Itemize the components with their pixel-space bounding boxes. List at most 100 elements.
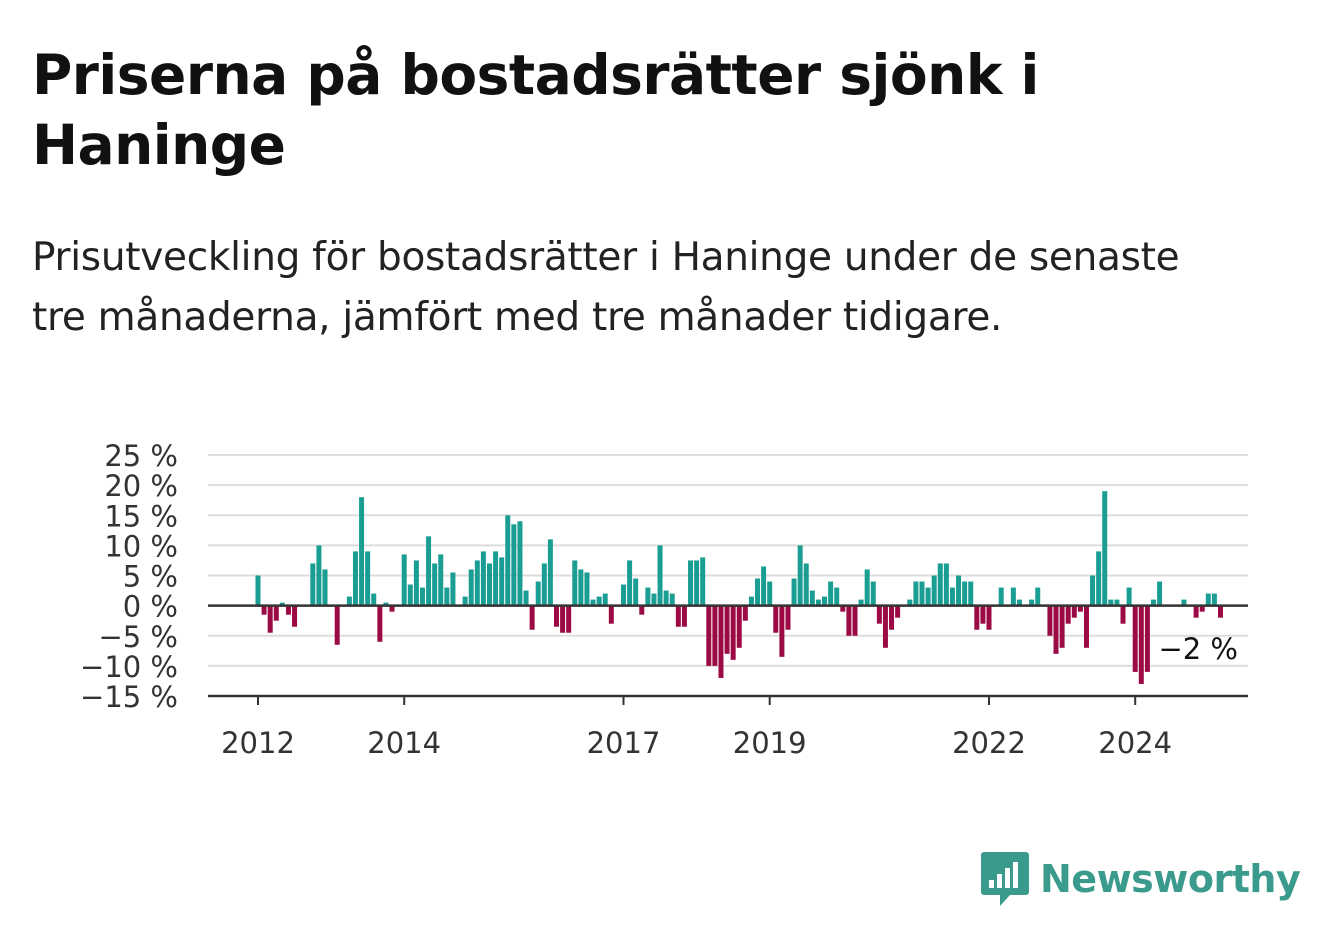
bar	[876, 605, 882, 624]
y-tick-label: 0 %	[123, 590, 178, 624]
bar	[809, 590, 815, 606]
bar	[310, 563, 316, 606]
bar	[1132, 605, 1138, 672]
bar	[547, 539, 553, 606]
bar	[1217, 605, 1223, 618]
bar	[608, 605, 614, 624]
bar	[352, 551, 358, 606]
bar	[956, 575, 962, 606]
bar	[907, 599, 913, 606]
bar	[462, 596, 468, 606]
bar	[590, 599, 596, 606]
bar	[669, 593, 675, 606]
bar	[998, 587, 1004, 606]
bar	[261, 605, 267, 615]
bar	[474, 560, 480, 606]
y-tick-label: 5 %	[123, 560, 178, 594]
y-axis-labels: 25 %20 %15 %10 %5 %0 %−5 %−10 %−15 %	[80, 439, 178, 714]
bar	[578, 569, 584, 606]
bar	[700, 557, 706, 606]
bar	[371, 593, 377, 606]
bar	[584, 572, 590, 606]
bars	[255, 491, 1223, 684]
bar	[627, 560, 633, 606]
bar	[480, 551, 486, 606]
x-tick-label: 2019	[733, 726, 807, 760]
bar	[931, 575, 937, 606]
bar	[1077, 605, 1083, 612]
bar	[974, 605, 980, 630]
bar	[724, 605, 730, 654]
bar	[267, 605, 273, 633]
brand-name: Newsworthy	[1040, 857, 1301, 901]
bar	[285, 605, 291, 615]
bar	[925, 587, 931, 606]
bar	[566, 605, 572, 633]
bar	[1035, 587, 1041, 606]
bar	[1083, 605, 1089, 648]
y-tick-label: 20 %	[104, 469, 178, 503]
chart-title: Priserna på bostadsrätter sjönk i Haning…	[32, 43, 1039, 177]
bar	[529, 605, 535, 630]
bar-chart-icon	[981, 852, 1029, 906]
bar	[621, 584, 626, 606]
x-tick-label: 2022	[952, 726, 1026, 760]
bar	[943, 563, 949, 606]
bar	[1181, 599, 1187, 606]
bar	[493, 551, 499, 606]
bar	[292, 605, 298, 627]
bar	[535, 581, 541, 606]
bar	[1138, 605, 1144, 684]
bar	[279, 602, 285, 606]
bar	[1144, 605, 1150, 672]
bar	[1193, 605, 1199, 618]
bar	[1059, 605, 1065, 648]
bar	[846, 605, 852, 636]
bar	[937, 563, 943, 606]
bar	[419, 587, 425, 606]
x-tick-label: 2014	[367, 726, 441, 760]
bar	[651, 593, 657, 606]
bar	[505, 515, 511, 606]
bar	[1102, 491, 1108, 606]
bar	[1150, 599, 1156, 606]
bar	[450, 572, 456, 606]
bar	[797, 545, 803, 606]
y-tick-label: 15 %	[104, 499, 178, 533]
bar	[389, 605, 395, 612]
y-tick-label: −10 %	[80, 650, 178, 684]
bar	[602, 593, 608, 606]
bar	[444, 587, 450, 606]
bar	[858, 599, 864, 606]
bar	[1114, 599, 1120, 606]
bar	[773, 605, 779, 633]
bar	[359, 497, 365, 606]
bar	[334, 605, 340, 645]
bar	[767, 581, 773, 606]
bar	[840, 605, 846, 612]
x-tick-label: 2017	[587, 726, 661, 760]
bar	[712, 605, 718, 666]
y-tick-label: −5 %	[98, 620, 178, 654]
bar	[1211, 593, 1217, 606]
bar	[438, 554, 444, 606]
bar	[1065, 605, 1071, 624]
bar	[681, 605, 687, 627]
axes	[208, 604, 1248, 698]
bar	[468, 569, 474, 606]
bar	[560, 605, 566, 633]
bar	[365, 551, 371, 606]
bar	[919, 581, 925, 606]
bar	[255, 575, 261, 606]
bar	[517, 521, 523, 606]
y-tick-label: −15 %	[80, 680, 178, 714]
bar	[1096, 551, 1102, 606]
bar	[1126, 587, 1132, 606]
bar	[401, 554, 407, 606]
bar	[742, 605, 748, 621]
bar	[1108, 599, 1114, 606]
bar	[980, 605, 986, 624]
bar	[633, 578, 639, 606]
bar	[852, 605, 858, 636]
bar	[663, 590, 669, 606]
